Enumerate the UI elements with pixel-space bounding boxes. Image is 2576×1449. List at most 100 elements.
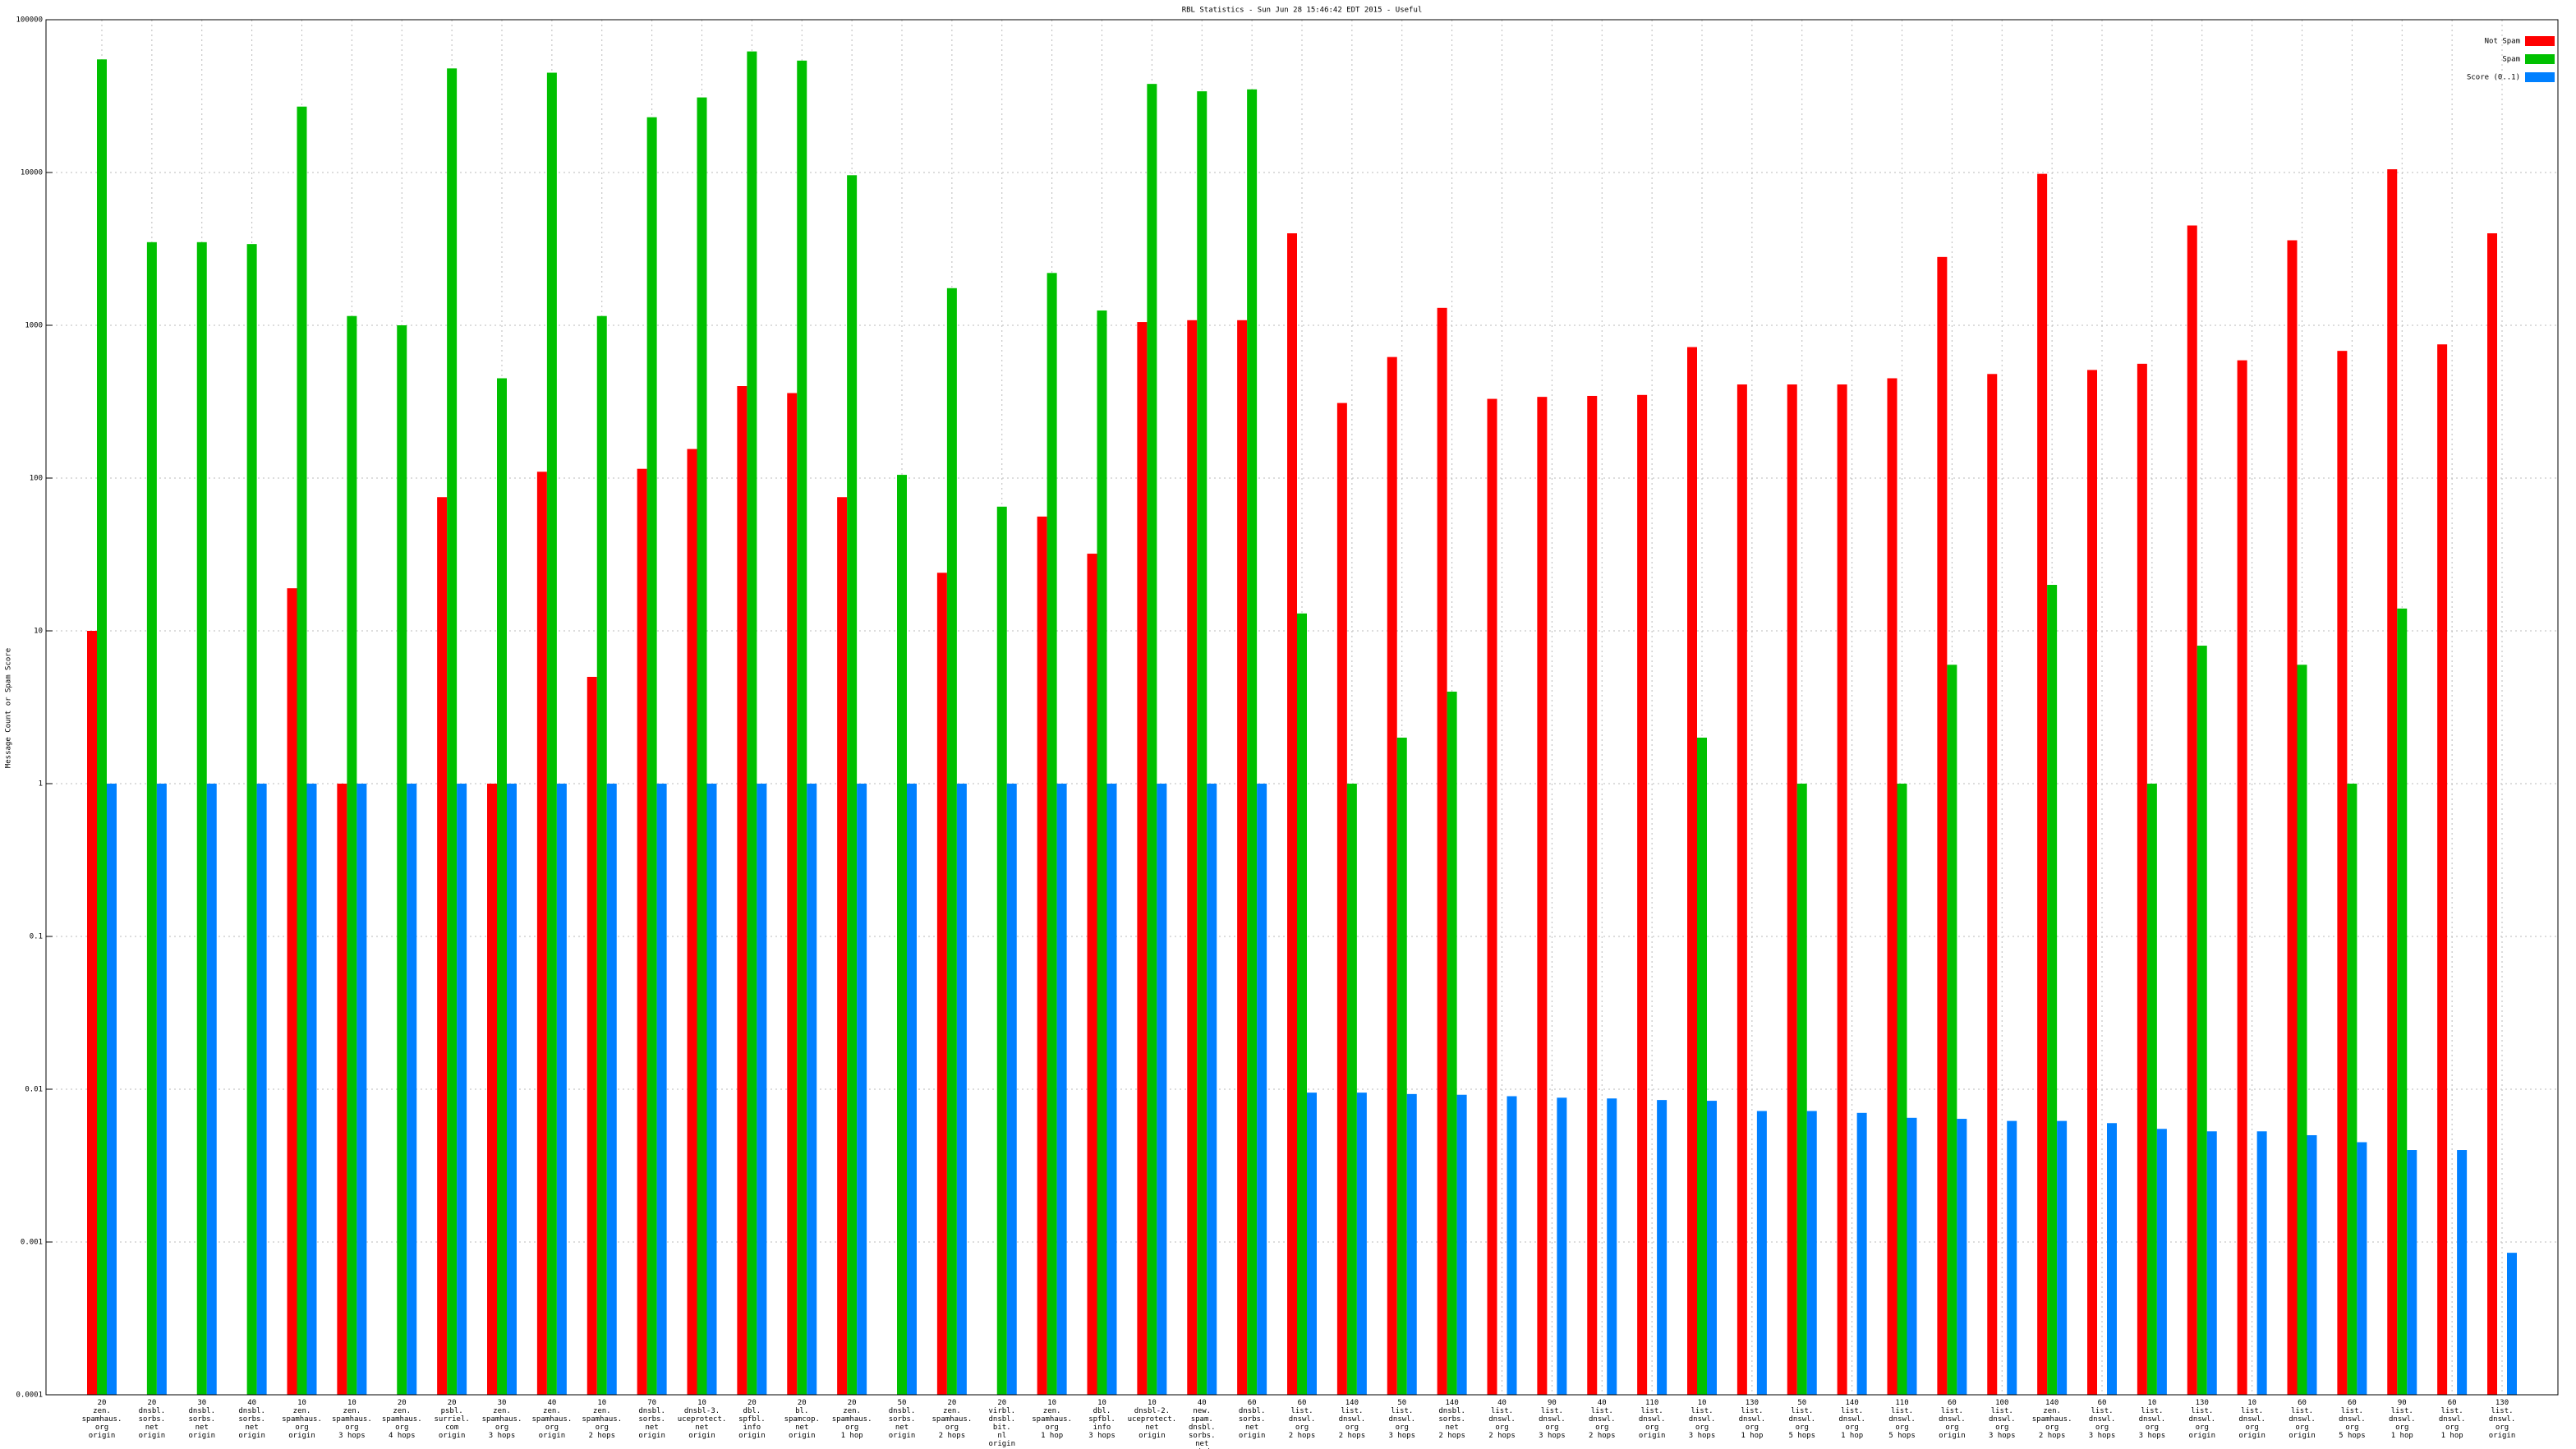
x-tick-label: 60 list. dnswl. org origin: [1939, 1399, 1966, 1440]
bar: [1557, 1097, 1567, 1395]
bar: [637, 468, 647, 1395]
x-tick-label: 130 list. dnswl. org origin: [2188, 1399, 2215, 1440]
bar: [1147, 84, 1157, 1395]
bar: [596, 315, 607, 1395]
bar: [1247, 89, 1258, 1395]
y-tick-label: 0.0001: [16, 1392, 43, 1400]
bar: [156, 784, 167, 1395]
bar: [1697, 738, 1707, 1395]
bar: [936, 573, 947, 1395]
bar: [2237, 360, 2247, 1395]
bar: [1387, 356, 1397, 1396]
bar: [656, 784, 667, 1395]
x-tick-label: 130 list. dnswl. org 1 hop: [1739, 1399, 1766, 1440]
bar: [2156, 1129, 2167, 1395]
bar: [1396, 738, 1407, 1395]
y-tick-label: 1000: [25, 322, 43, 330]
bar: [646, 117, 657, 1395]
x-tick-label: 20 virbl. dnsbl. bit. nl origin: [988, 1399, 1015, 1448]
bar: [1106, 784, 1117, 1395]
bar: [1657, 1100, 1668, 1395]
bar: [586, 676, 597, 1395]
bar: [1856, 1112, 1867, 1395]
x-tick-label: 140 zen. spamhaus. org 2 hops: [2032, 1399, 2072, 1440]
bar: [1287, 233, 1297, 1395]
bar: [1937, 256, 1948, 1395]
bar: [1307, 1092, 1317, 1395]
y-tick-label: 100: [30, 475, 43, 483]
x-tick-label: 90 list. dnswl. org 1 hop: [2389, 1399, 2416, 1440]
bar: [337, 784, 347, 1395]
legend-label: Score (0..1): [2467, 74, 2520, 82]
bar: [1187, 320, 1198, 1395]
bar: [1137, 322, 1148, 1395]
bar: [1837, 384, 1847, 1395]
bar: [857, 784, 867, 1395]
x-tick-label: 140 dnsbl. sorbs. net 2 hops: [1438, 1399, 1465, 1440]
bar: [737, 386, 748, 1395]
x-tick-label: 70 dnsbl. sorbs. net origin: [638, 1399, 665, 1440]
bar: [837, 497, 848, 1396]
bar: [1957, 1119, 1967, 1395]
bar: [706, 784, 717, 1395]
x-tick-label: 100 list. dnswl. org 3 hops: [1989, 1399, 2016, 1440]
x-tick-label: 140 list. dnswl. org 1 hop: [1838, 1399, 1865, 1440]
x-tick-label: 20 dnsbl. sorbs. net origin: [139, 1399, 166, 1440]
x-tick-label: 50 list. dnswl. org 5 hops: [1788, 1399, 1815, 1440]
x-tick-label: 60 list. dnswl. org 2 hops: [1289, 1399, 1316, 1440]
bar: [1907, 1117, 1917, 1395]
bar: [797, 60, 807, 1395]
x-tick-label: 10 list. dnswl. org origin: [2238, 1399, 2266, 1440]
bar: [757, 784, 767, 1395]
bar: [996, 506, 1007, 1395]
legend-swatch: [2525, 72, 2555, 82]
bar: [2297, 665, 2307, 1395]
x-tick-label: 10 list. dnswl. org 3 hops: [1689, 1399, 1716, 1440]
bar: [1887, 378, 1898, 1396]
bar: [347, 315, 357, 1395]
bar: [107, 784, 117, 1395]
bar: [847, 175, 858, 1395]
x-tick-label: 10 dnsbl-3. uceprotect. net origin: [678, 1399, 727, 1440]
x-tick-label: 10 zen. spamhaus. org origin: [282, 1399, 322, 1440]
bar: [287, 588, 297, 1395]
x-tick-label: 20 zen. spamhaus. org 2 hops: [932, 1399, 972, 1440]
bar: [946, 288, 957, 1395]
bar: [2397, 608, 2408, 1395]
chart-title: RBL Statistics - Sun Jun 28 15:46:42 EDT…: [1182, 7, 1423, 15]
bar: [2146, 784, 2157, 1395]
bar: [1487, 398, 1497, 1395]
bar: [697, 97, 707, 1396]
x-tick-label: 20 dbl. spfbl. info origin: [738, 1399, 766, 1440]
bar: [1736, 384, 1747, 1395]
bar: [1587, 395, 1598, 1396]
bar: [1447, 692, 1457, 1395]
bar: [1806, 1111, 1817, 1395]
bar: [897, 475, 907, 1395]
y-tick-label: 0.001: [21, 1239, 43, 1247]
bar: [1046, 273, 1057, 1396]
legend-label: Not Spam: [2485, 38, 2520, 46]
x-tick-label: 20 psbl. surriel. com origin: [434, 1399, 469, 1440]
bar: [146, 242, 157, 1395]
x-tick-label: 30 zen. spamhaus. org 3 hops: [482, 1399, 522, 1440]
bar: [2256, 1131, 2267, 1395]
x-tick-label: 60 dnsbl. sorbs. net origin: [1239, 1399, 1266, 1440]
x-tick-label: 110 list. dnswl. org origin: [1639, 1399, 1666, 1440]
bar: [1506, 1096, 1517, 1395]
bar: [2307, 1134, 2317, 1395]
bar: [2107, 1123, 2117, 1395]
plot-frame: [45, 19, 2559, 1396]
bar: [2457, 1150, 2468, 1395]
bar: [256, 784, 267, 1395]
bar: [1607, 1098, 1617, 1395]
bar: [437, 497, 448, 1396]
y-tick-label: 100000: [16, 16, 43, 25]
x-tick-label: 20 bl. spamcop. net origin: [784, 1399, 820, 1440]
bar: [196, 242, 207, 1395]
x-tick-label: 20 zen. spamhaus. org origin: [82, 1399, 122, 1440]
bar: [787, 393, 798, 1396]
x-tick-label: 10 zen. spamhaus. org 2 hops: [582, 1399, 622, 1440]
bar: [1637, 394, 1648, 1395]
